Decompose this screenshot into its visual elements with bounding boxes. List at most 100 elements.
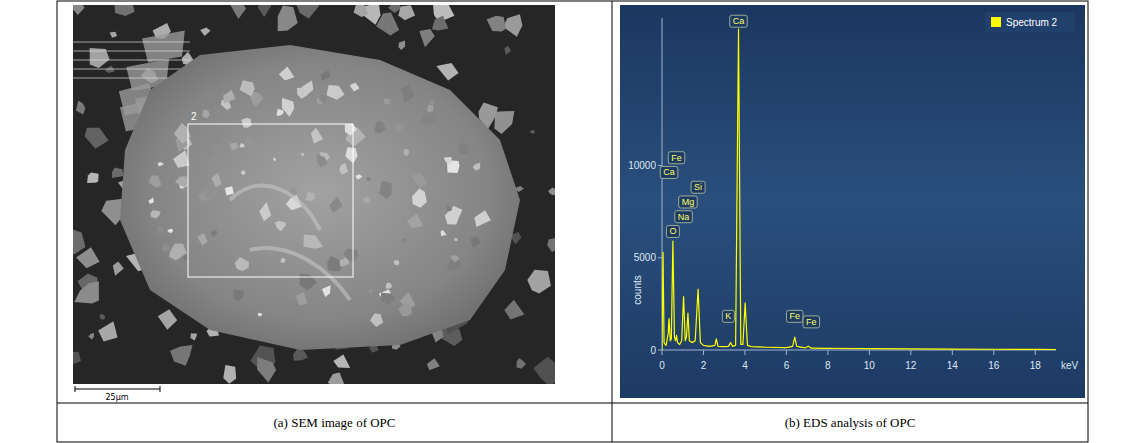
sem-particle (326, 85, 344, 100)
sem-particle (230, 5, 247, 19)
sem-particle (283, 88, 295, 98)
sem-particle (275, 221, 286, 231)
sem-particle (258, 5, 271, 17)
x-tick (1035, 350, 1036, 355)
sem-particle (112, 167, 123, 178)
peak-label: K (722, 310, 734, 322)
sem-particle (547, 237, 555, 253)
sem-particle (73, 228, 85, 254)
sem-particle (394, 260, 400, 265)
sem-particle (394, 123, 403, 134)
peak-label-text: Na (678, 212, 690, 222)
sem-scanline (73, 60, 190, 61)
sem-particle (383, 98, 390, 104)
sem-particle (282, 98, 294, 117)
sem-particle (303, 235, 323, 249)
sem-particle (451, 255, 460, 262)
legend-box (985, 12, 1075, 32)
sem-particle (441, 230, 447, 236)
y-tick-label: 5000 (634, 252, 657, 263)
sem-scanline (73, 51, 190, 52)
peak-label-box (666, 225, 679, 237)
sem-ridge (230, 186, 350, 300)
x-tick-label: 0 (659, 360, 665, 371)
sem-background (73, 5, 555, 384)
sem-particle (98, 321, 117, 341)
eds-background (620, 5, 1085, 398)
sem-particle (356, 174, 363, 179)
peak-label-box (722, 310, 734, 322)
sem-particle (297, 88, 307, 99)
sem-particle (200, 27, 210, 36)
scale-bar (75, 389, 160, 390)
sem-particle (150, 210, 161, 219)
sem-particle-main (120, 45, 520, 350)
sem-particle (427, 358, 440, 370)
sem-particle (277, 109, 284, 116)
x-axis-title: keV (1061, 360, 1079, 371)
sem-particle (74, 282, 99, 304)
peak-label: Fe (803, 316, 820, 328)
sem-particle (148, 198, 154, 205)
x-tick-label: 14 (947, 360, 959, 371)
peak-label-box (803, 316, 820, 328)
sem-scanline (73, 42, 190, 43)
sem-particle (76, 247, 99, 268)
sem-flake (142, 30, 185, 62)
peak-label-box (786, 310, 803, 322)
region-label: 2 (191, 111, 197, 122)
scale-strip (73, 384, 555, 402)
sem-particle (85, 128, 109, 149)
sem-particle (420, 112, 438, 126)
sem-particle (345, 147, 357, 163)
sem-particle (311, 128, 323, 144)
sem-particle (470, 236, 480, 248)
sem-particle (411, 172, 427, 188)
x-tick (869, 350, 870, 355)
sem-particle (169, 244, 187, 261)
peak-label-box (668, 152, 685, 164)
sem-particle (370, 313, 383, 327)
y-tick-label: 0 (650, 345, 656, 356)
sem-particle (363, 196, 370, 203)
peak-label-box (679, 196, 698, 208)
sem-particle (88, 333, 94, 339)
sem-particle (322, 285, 331, 297)
sem-particle (278, 5, 298, 31)
sem-particle (350, 82, 360, 91)
peak-label-box (691, 181, 705, 193)
y-tick (658, 165, 662, 166)
x-tick (786, 350, 787, 355)
sem-particle (241, 118, 252, 128)
sem-particle (317, 155, 328, 168)
x-tick-label: 2 (701, 360, 707, 371)
sem-particle (398, 303, 412, 317)
sem-particle (280, 257, 285, 263)
sem-particle (211, 173, 221, 188)
sem-particle (158, 309, 177, 330)
sem-particle (201, 188, 218, 199)
sem-particle (487, 16, 506, 32)
sem-particle (240, 80, 255, 96)
sem-particle (114, 5, 134, 16)
peak-label: Na (675, 211, 693, 223)
sem-scanline (73, 69, 190, 70)
sem-particle (319, 95, 327, 103)
sem-particle (293, 349, 308, 361)
caption: (b) EDS analysis of OPC (785, 415, 916, 430)
sem-particle (295, 5, 319, 18)
peak-label-text: Fe (789, 311, 800, 321)
scale-bar (75, 386, 76, 392)
x-tick (703, 350, 704, 355)
table-frame (57, 1, 1088, 442)
sem-particle (494, 111, 514, 134)
y-tick (658, 350, 662, 351)
sem-particle (100, 314, 106, 320)
sem-particle (328, 373, 344, 384)
spectrum-line (662, 29, 1056, 350)
sem-particle (402, 238, 407, 243)
sem-particle (113, 262, 124, 276)
peak-label-text: K (725, 311, 731, 321)
sem-particle (329, 196, 342, 213)
sem-particle (354, 5, 369, 17)
